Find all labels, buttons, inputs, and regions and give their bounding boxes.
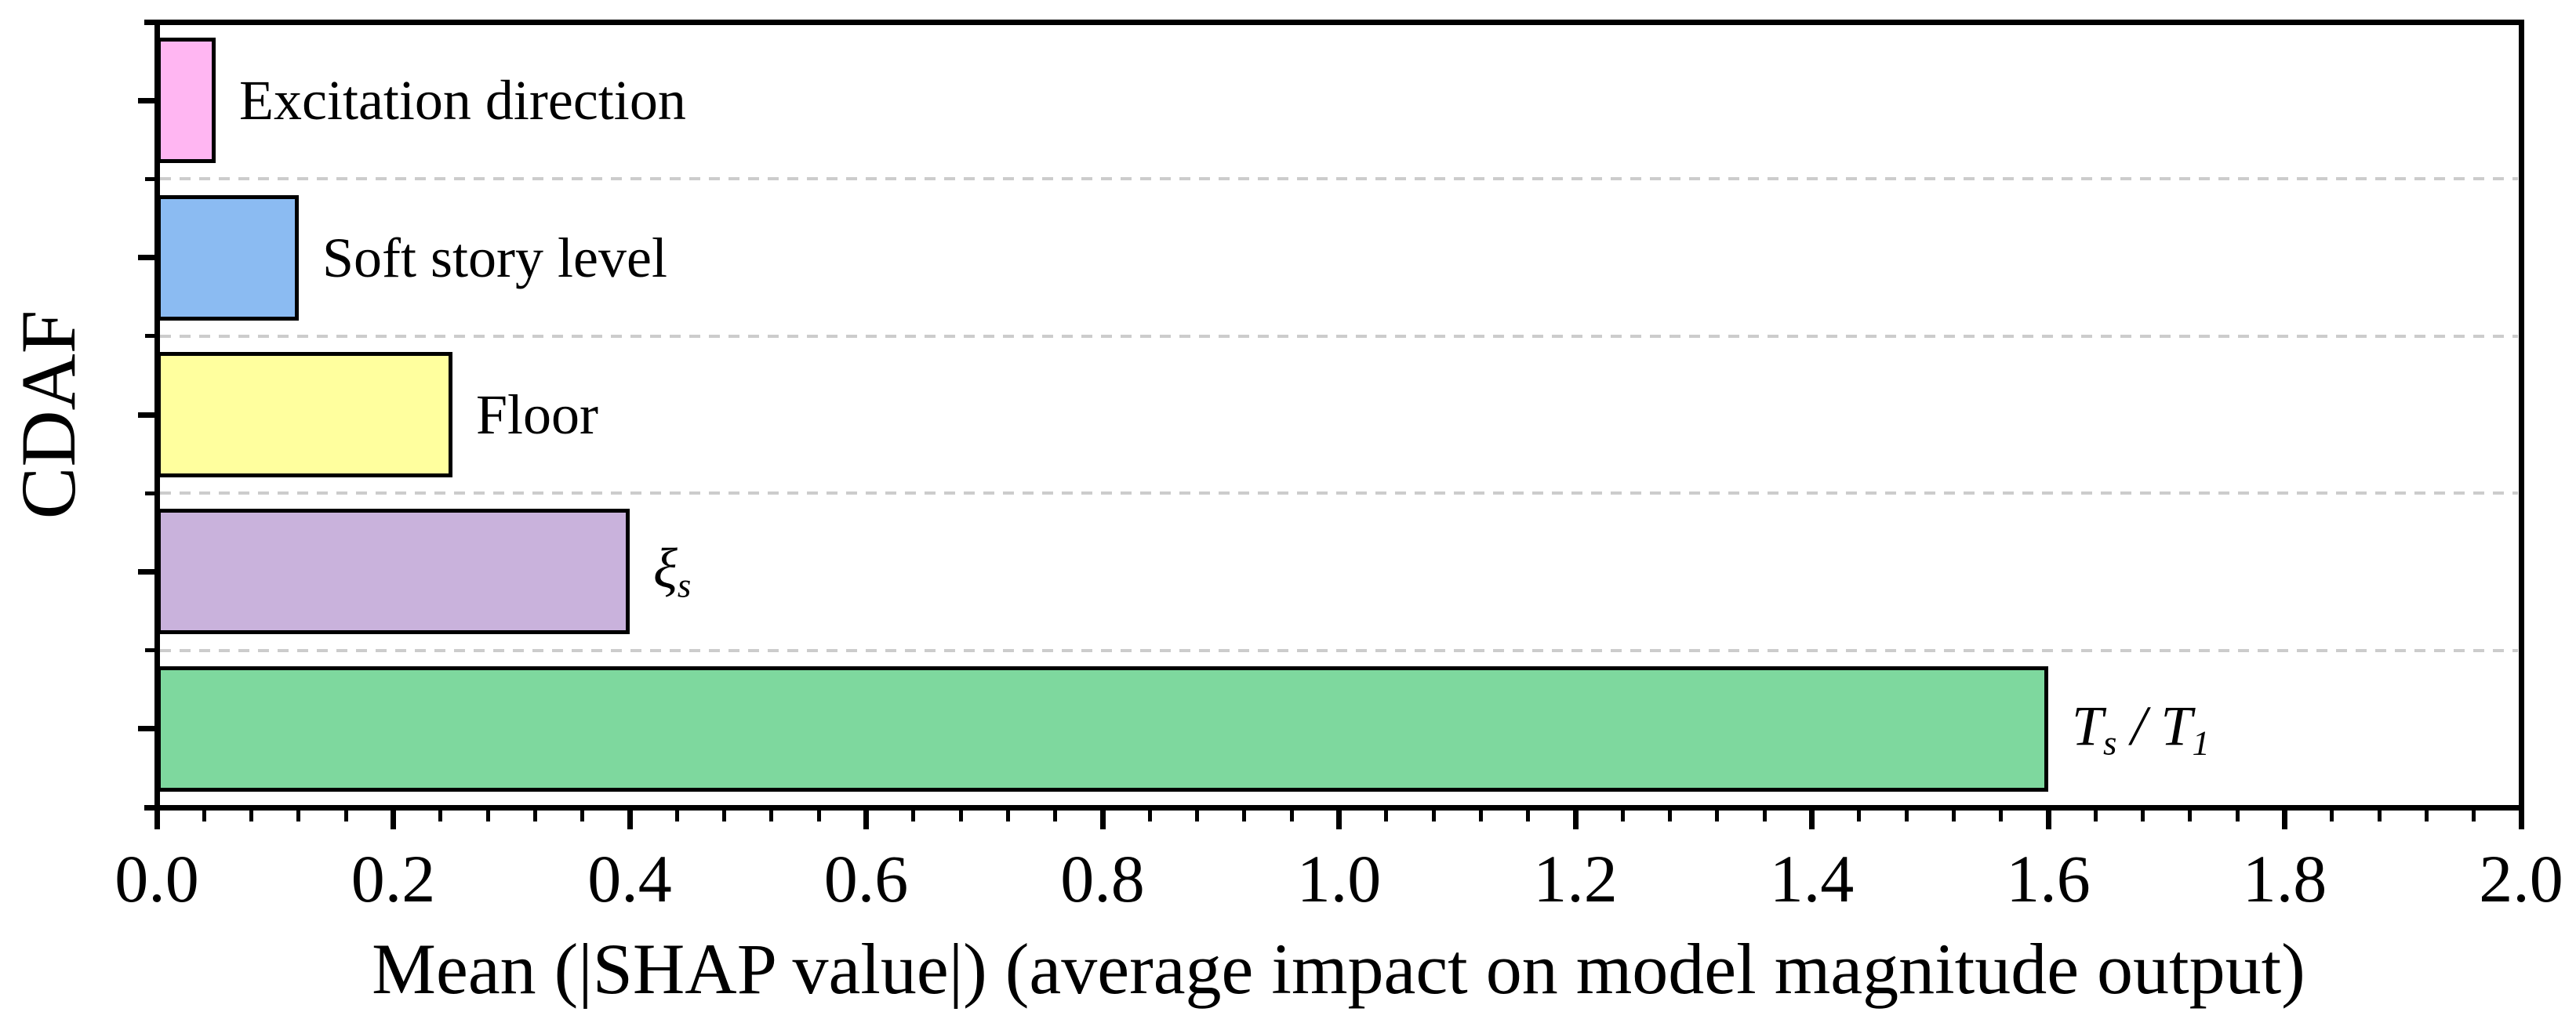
x-minor-tick: [2424, 810, 2429, 821]
x-tick-label: 0.4: [587, 841, 672, 916]
x-minor-tick: [1431, 810, 1436, 821]
y-minor-tick: [145, 491, 157, 495]
x-minor-tick: [1195, 810, 1200, 821]
x-major-tick: [2282, 810, 2287, 829]
x-tick-label: 2.0: [2479, 841, 2563, 916]
x-minor-tick: [769, 810, 774, 821]
x-minor-tick: [532, 810, 537, 821]
x-tick-label: 1.4: [1769, 841, 1855, 916]
x-major-tick: [154, 810, 160, 829]
x-minor-tick: [2235, 810, 2240, 821]
bar-label: Soft story level: [322, 226, 667, 289]
x-minor-tick: [958, 810, 963, 821]
x-minor-tick: [249, 810, 254, 821]
y-major-tick: [138, 568, 157, 575]
x-tick-label: 0.0: [114, 841, 199, 916]
y-major-tick: [138, 255, 157, 261]
x-minor-tick: [1762, 810, 1767, 821]
x-axis-spine-overhang: [144, 805, 157, 811]
y-major-tick: [138, 412, 157, 418]
x-minor-tick: [722, 810, 727, 821]
x-tick-label: 0.8: [1060, 841, 1145, 916]
x-minor-tick: [1715, 810, 1720, 821]
x-minor-tick: [1147, 810, 1152, 821]
x-minor-tick: [2330, 810, 2334, 821]
x-major-tick: [863, 810, 869, 829]
x-minor-tick: [911, 810, 916, 821]
x-minor-tick: [1904, 810, 1909, 821]
bar-label: Excitation direction: [239, 69, 686, 132]
x-minor-tick: [1289, 810, 1294, 821]
x-tick-label: 0.2: [351, 841, 436, 916]
x-minor-tick: [816, 810, 821, 821]
gridline: [160, 648, 2518, 652]
x-tick-label: 1.0: [1296, 841, 1382, 916]
x-minor-tick: [1384, 810, 1389, 821]
top-spine-overhang: [144, 20, 157, 25]
x-tick-label: 1.6: [2006, 841, 2091, 916]
x-minor-tick: [1005, 810, 1010, 821]
x-minor-tick: [485, 810, 490, 821]
x-minor-tick: [1668, 810, 1673, 821]
bar-label: ξs: [653, 537, 692, 605]
x-minor-tick: [2377, 810, 2382, 821]
bar-label: Floor: [476, 383, 599, 446]
x-minor-tick: [1526, 810, 1531, 821]
x-major-tick: [1809, 810, 1815, 829]
plot-frame: [154, 20, 2524, 811]
gridline: [160, 334, 2518, 338]
y-major-tick: [138, 97, 157, 103]
x-minor-tick: [2188, 810, 2193, 821]
x-major-tick: [391, 810, 396, 829]
x-tick-label: 1.8: [2242, 841, 2327, 916]
x-minor-tick: [1951, 810, 1956, 821]
bar: [157, 509, 630, 635]
x-minor-tick: [343, 810, 348, 821]
x-major-tick: [1099, 810, 1106, 829]
bar-label: Ts / T1: [2072, 694, 2210, 763]
x-minor-tick: [202, 810, 206, 821]
x-major-tick: [2518, 810, 2524, 829]
y-minor-tick: [145, 334, 157, 339]
y-minor-tick: [145, 648, 157, 653]
x-minor-tick: [1478, 810, 1483, 821]
x-minor-tick: [1620, 810, 1625, 821]
x-minor-tick: [1857, 810, 1862, 821]
x-tick-label: 0.6: [823, 841, 909, 916]
x-axis-title: Mean (|SHAP value|) (average impact on m…: [372, 929, 2305, 1009]
x-major-tick: [2045, 810, 2051, 829]
x-minor-tick: [1053, 810, 1058, 821]
x-major-tick: [627, 810, 633, 829]
x-minor-tick: [1242, 810, 1247, 821]
x-minor-tick: [296, 810, 301, 821]
y-major-tick: [138, 726, 157, 732]
x-minor-tick: [2141, 810, 2145, 821]
gridline: [160, 177, 2518, 181]
x-minor-tick: [2093, 810, 2098, 821]
x-minor-tick: [2472, 810, 2476, 821]
x-minor-tick: [438, 810, 443, 821]
x-minor-tick: [580, 810, 585, 821]
x-tick-label: 1.2: [1533, 841, 1618, 916]
x-major-tick: [1572, 810, 1579, 829]
x-minor-tick: [1999, 810, 2004, 821]
y-axis-title: CDAF: [5, 310, 92, 520]
gridline: [160, 491, 2518, 495]
y-minor-tick: [145, 176, 157, 181]
bar: [157, 666, 2048, 792]
x-major-tick: [1336, 810, 1342, 829]
x-minor-tick: [674, 810, 679, 821]
